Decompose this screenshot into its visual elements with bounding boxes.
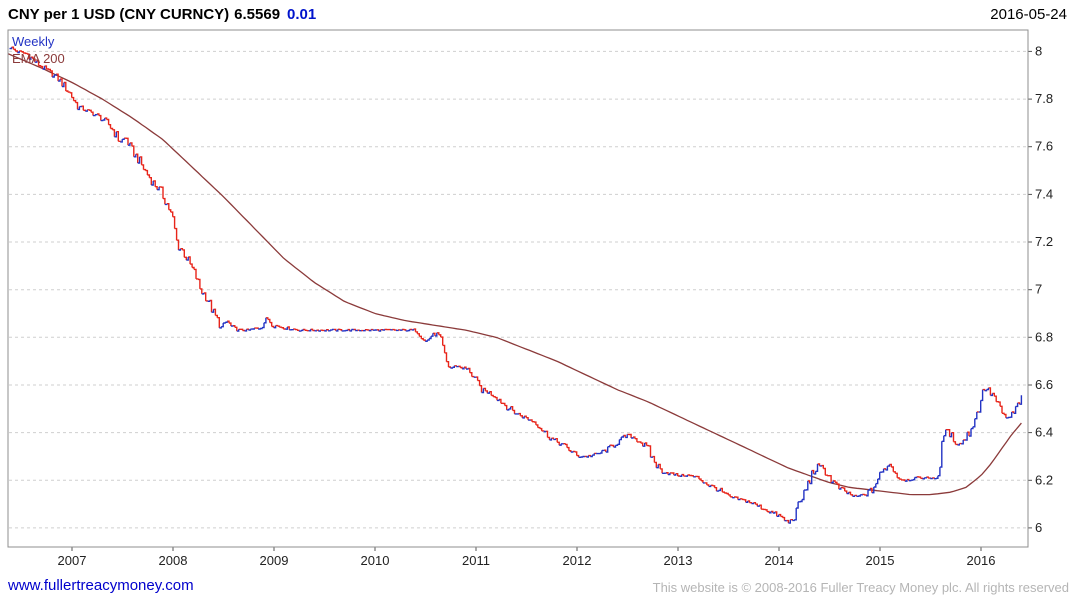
svg-text:7.2: 7.2	[1035, 234, 1053, 249]
svg-text:7.4: 7.4	[1035, 186, 1053, 201]
svg-text:6: 6	[1035, 520, 1042, 535]
svg-text:6.6: 6.6	[1035, 377, 1053, 392]
price-change: 0.01	[287, 6, 317, 23]
svg-text:7: 7	[1035, 282, 1042, 297]
svg-text:2015: 2015	[866, 553, 895, 568]
svg-text:2013: 2013	[664, 553, 693, 568]
svg-text:2007: 2007	[58, 553, 87, 568]
svg-text:2012: 2012	[563, 553, 592, 568]
chart-legend: Weekly EMA 200	[12, 33, 65, 67]
chart-date: 2016-05-24	[990, 6, 1067, 23]
chart-header: CNY per 1 USD (CNY CURNCY) 6.5569 0.01 201…	[8, 6, 1067, 28]
svg-text:2008: 2008	[159, 553, 188, 568]
svg-text:2009: 2009	[260, 553, 289, 568]
svg-text:8: 8	[1035, 43, 1042, 58]
svg-text:7.8: 7.8	[1035, 91, 1053, 106]
svg-text:7.6: 7.6	[1035, 139, 1053, 154]
svg-text:6.4: 6.4	[1035, 425, 1053, 440]
instrument-title: CNY per 1 USD (CNY CURNCY)	[8, 6, 230, 23]
svg-text:2011: 2011	[462, 553, 490, 568]
ema-label: EMA 200	[12, 51, 65, 66]
last-price: 6.5569	[234, 6, 281, 23]
site-link[interactable]: www.fullertreacymoney.com	[8, 577, 194, 594]
svg-text:6.8: 6.8	[1035, 329, 1053, 344]
svg-text:2010: 2010	[361, 553, 390, 568]
svg-text:2016: 2016	[967, 553, 996, 568]
copyright-text: This website is © 2008-2016 Fuller Treac…	[652, 580, 1069, 595]
svg-text:2014: 2014	[765, 553, 794, 568]
timeframe-label: Weekly	[12, 34, 55, 49]
svg-text:6.2: 6.2	[1035, 472, 1053, 487]
